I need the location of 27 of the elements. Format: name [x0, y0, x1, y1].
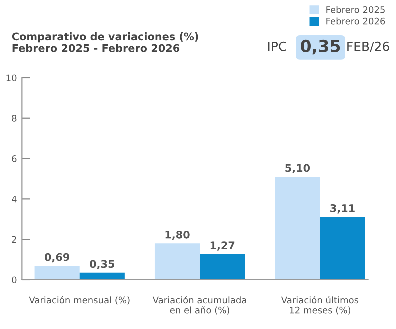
x-tick-label: Variación últimos 12 meses (%): [281, 296, 359, 315]
data-label: 3,11: [330, 204, 355, 214]
legend-label: Febrero 2025: [326, 6, 385, 14]
data-label: 0,35: [90, 260, 115, 270]
text: FEB/26: [348, 42, 390, 52]
text: IPC: [268, 42, 286, 52]
y-tick-label: 10: [6, 74, 17, 82]
bar: [200, 254, 246, 280]
y-tick-label: 0: [12, 276, 17, 284]
bar: [275, 176, 320, 280]
bar: [154, 244, 200, 280]
data-label: 5,10: [286, 164, 310, 174]
text: 0,35: [300, 40, 340, 55]
chart-title: Comparativo de variaciones (%) Febrero 2025 - Febrero 2026: [12, 32, 198, 52]
y-tick-label: 2: [12, 236, 16, 244]
data-label: 0,69: [44, 253, 70, 263]
y-tick-label: 6: [12, 156, 17, 162]
x-tick-label: Variación acumulada en el año (%): [152, 296, 246, 315]
data-label: 1,80: [166, 230, 190, 240]
bar: [34, 266, 80, 280]
y-tick-label: 8: [12, 115, 17, 122]
x-tick-label: Variación mensual (%): [29, 296, 130, 305]
data-label: 1,27: [210, 242, 235, 251]
legend-label: Febrero 2026: [326, 18, 386, 25]
bar: [80, 272, 125, 280]
bar: [320, 217, 366, 280]
y-tick-label: 4: [12, 196, 17, 203]
